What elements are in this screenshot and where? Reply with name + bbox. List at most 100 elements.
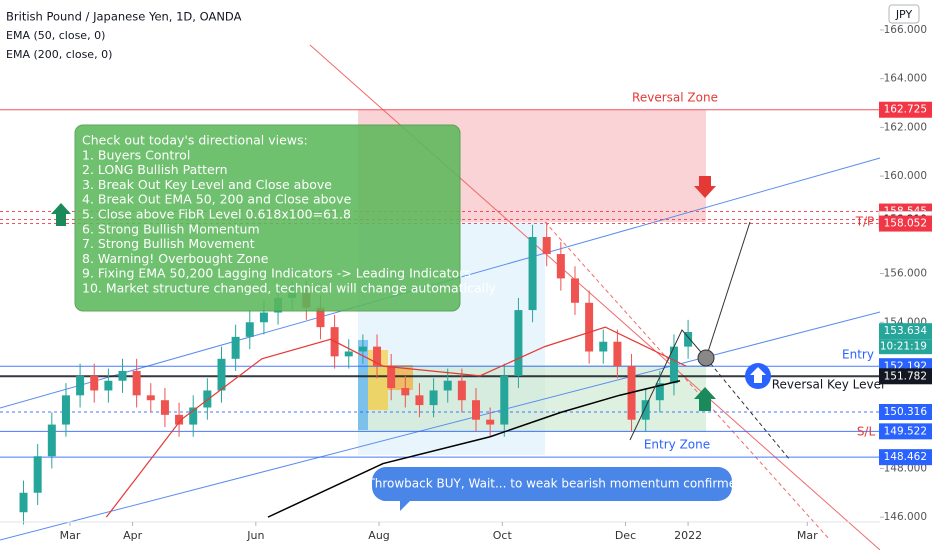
chart-title: British Pound / Japanese Yen, 1D, OANDA [6,10,242,24]
price-badge-label: 153.634 [884,325,928,337]
candle-body [259,312,268,323]
candle-body [457,380,466,401]
up-arrow [694,387,716,411]
price-badge [879,215,932,232]
annotation: Reversal Key Level [772,378,885,392]
price-badge [879,368,932,385]
candle-body [47,424,56,457]
candle-body [217,358,226,391]
x-tick-label: 2022 [674,529,702,542]
x-tick-label: Oct [493,529,513,542]
candle-body [443,380,452,391]
candle-body [472,400,481,420]
candle-body [585,302,594,352]
price-badge [879,423,932,440]
candle-body [203,390,212,408]
candle-body [514,310,523,376]
ema-line [267,379,681,518]
candle-body [132,370,141,396]
legend-entry: EMA (200, close, 0) [6,48,112,61]
candle-body [104,380,113,391]
candle-body [401,388,410,396]
annotation: Reversal Zone [632,91,718,105]
candle-body [655,383,664,401]
y-tick-label: 160.000 [884,170,927,182]
view-line: 7. Strong Bullish Movement [82,236,255,251]
candle-body [641,400,650,420]
annotation: S/L [857,425,876,439]
candle-body [61,395,70,425]
price-badge-label: 149.522 [884,425,927,437]
up-icon-arrow [750,367,766,383]
price-badge-label: 148.462 [884,451,927,463]
y-tick-label: 164.000 [884,73,927,85]
y-tick-label: 166.000 [884,24,927,36]
candle-body [542,237,551,255]
price-badge-label: 151.782 [884,370,927,382]
candle-body [344,351,353,357]
price-badge-label: 150.316 [884,406,928,418]
x-tick-label: Jun [246,529,264,542]
price-badge [879,101,932,118]
candle-body [231,336,240,359]
candle-body [146,395,155,401]
candle-body [316,307,325,328]
pivot [697,349,715,367]
view-line: 8. Warning! Overbought Zone [82,251,269,266]
candle-body [118,370,127,381]
up-arrow [51,203,71,226]
candle-body [160,400,169,415]
projection-path [705,357,791,461]
currency-box [888,4,920,24]
down-arrow [694,176,716,198]
candle-body [90,375,99,391]
candle-body [570,278,579,303]
candle-body [175,414,184,425]
y-tick-label: 148.000 [884,462,927,474]
candle-body [76,375,85,396]
candle-body [245,322,254,337]
candle-body [500,375,509,425]
bubble-text: Throwback BUY, Wait... to weak bearish m… [366,477,748,491]
y-tick-label: 156.000 [884,268,927,280]
annotation: T/P [855,215,875,229]
view-line: 3. Break Out Key Level and Close above [82,177,332,192]
candle-body [599,341,608,352]
volume-profile [358,340,368,430]
candle-body [556,254,565,279]
candle-body [684,332,693,347]
channel-line [0,311,881,541]
price-badge-label: 162.725 [884,104,927,116]
view-line: 2. LONG Bullish Pattern [82,162,228,177]
view-line: 5. Close above FibR Level 0.618x100=61.8 [82,207,351,222]
price-badge-label: 158.052 [884,218,927,230]
view-line: Check out today's directional views: [82,133,308,148]
view-line: 10. Market structure changed, technical … [82,281,497,296]
annotation: Entry [842,348,874,362]
candle-body [528,237,537,311]
candle-body [373,346,382,367]
bubble [372,467,732,511]
currency: JPY [895,8,913,21]
candle-body [486,419,495,425]
views-box [74,124,461,312]
volume-profile [368,350,388,410]
x-tick-label: Aug [368,529,389,542]
x-tick-label: Mar [60,529,81,542]
ema-line [105,326,687,518]
candle-body [189,407,198,425]
candle-body [19,492,28,513]
candle-body [387,366,396,389]
legend-entry: EMA (50, close, 0) [6,29,105,42]
candle-body [669,346,678,384]
price-badge [879,449,932,466]
annotation: Entry Zone [644,438,710,452]
view-line: 1. Buyers Control [82,147,190,162]
view-line: 9. Fixing EMA 50,200 Lagging Indicators … [82,266,471,281]
countdown-badge [879,339,932,355]
countdown: 10:21:19 [880,341,927,353]
x-tick-label: Mar [797,529,818,542]
candle-body [429,390,438,406]
